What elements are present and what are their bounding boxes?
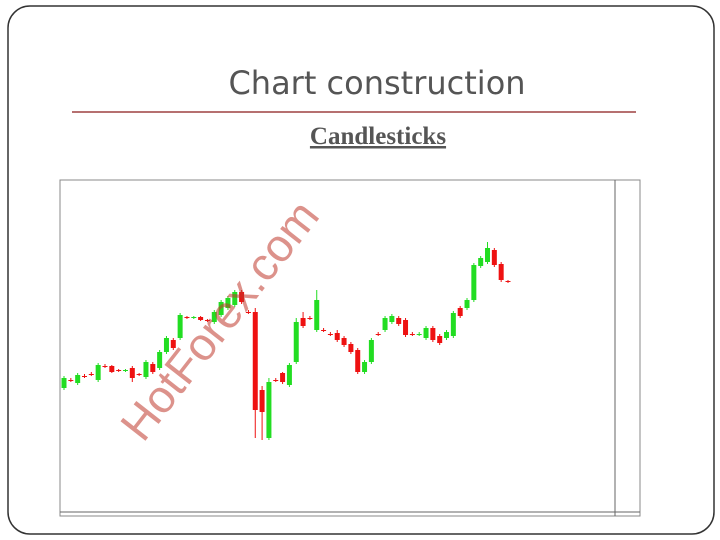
candle-body (211, 312, 217, 322)
candle-body (416, 334, 422, 335)
candle-body (348, 344, 354, 352)
candle-body (457, 308, 463, 316)
candle-body (430, 328, 436, 340)
candle-body (259, 390, 265, 412)
candle-body (225, 298, 231, 308)
candle-body (423, 328, 429, 338)
candle-body (293, 322, 299, 362)
candle-body (314, 300, 320, 330)
candle-body (498, 264, 504, 280)
candle-body (218, 302, 224, 315)
candle-body (239, 292, 245, 302)
candle-body (95, 365, 101, 380)
candle-body (491, 250, 497, 265)
candle-body (136, 374, 142, 375)
candle-body (266, 382, 272, 438)
slide-title: Chart construction (228, 64, 525, 102)
candle-body (150, 364, 156, 372)
candle-body (204, 320, 210, 321)
candle-body (368, 340, 374, 362)
candle-body (129, 368, 135, 378)
candle-body (116, 370, 122, 371)
candle-body (396, 318, 402, 324)
candle-body (403, 320, 409, 335)
candle-body (286, 365, 292, 385)
candle-body (307, 318, 313, 319)
candle-body (109, 366, 115, 372)
candle-body (75, 375, 81, 383)
candle-body (327, 334, 333, 335)
candle-body (232, 292, 238, 305)
candle-body (81, 376, 87, 377)
candle-body (68, 380, 74, 381)
candle-body (355, 350, 361, 372)
candle-body (280, 373, 286, 382)
candle-body (382, 318, 388, 330)
candle-body (157, 352, 163, 368)
candle-body (505, 281, 511, 282)
candle-body (252, 312, 258, 410)
candle-body (334, 333, 340, 340)
candle-body (375, 334, 381, 335)
candle-body (464, 300, 470, 308)
slide-subtitle: Candlesticks (310, 123, 446, 150)
candle-body (478, 258, 484, 266)
candle-body (245, 312, 251, 313)
candle-body (362, 362, 368, 372)
candle-body (198, 317, 204, 320)
candle-body (273, 380, 279, 381)
candle-body (444, 332, 450, 338)
candles (61, 242, 511, 440)
candle-body (61, 378, 67, 388)
candle-body (102, 366, 108, 367)
candle-body (300, 318, 306, 326)
candle-body (485, 248, 491, 262)
candle-body (170, 340, 176, 348)
candle-body (177, 315, 183, 338)
candle-body (471, 265, 477, 300)
candle-body (184, 317, 190, 318)
candle-body (321, 330, 327, 331)
candle-body (409, 334, 415, 335)
candle-body (191, 317, 197, 318)
candle-body (122, 370, 128, 371)
candle-body (437, 336, 443, 343)
candle-body (143, 362, 149, 377)
candle-body (88, 374, 94, 375)
candle-body (163, 338, 169, 352)
candle-body (389, 316, 395, 322)
candle-body (450, 313, 456, 336)
candle-body (341, 338, 347, 345)
